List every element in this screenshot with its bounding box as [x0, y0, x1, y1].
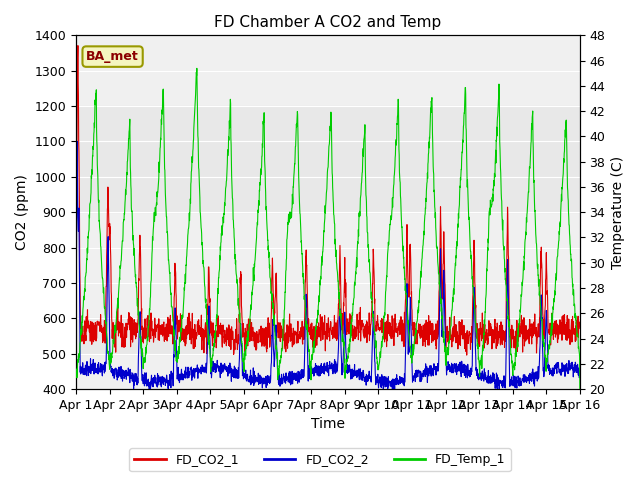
Legend: FD_CO2_1, FD_CO2_2, FD_Temp_1: FD_CO2_1, FD_CO2_2, FD_Temp_1	[129, 448, 511, 471]
FD_CO2_2	[317, 370, 325, 376]
FD_Temp_1	[72, 367, 80, 372]
FD_CO2_2	[562, 367, 570, 373]
FD_Temp_1	[562, 134, 570, 140]
FD_CO2_2	[99, 371, 106, 376]
FD_Temp_1	[193, 65, 201, 71]
FD_CO2_1	[99, 325, 106, 331]
FD_Temp_1	[561, 127, 569, 132]
FD_CO2_2	[72, 307, 80, 312]
Y-axis label: CO2 (ppm): CO2 (ppm)	[15, 174, 29, 250]
FD_CO2_2	[130, 386, 138, 392]
FD_Temp_1	[469, 283, 477, 289]
FD_CO2_1	[72, 219, 80, 225]
Title: FD Chamber A CO2 and Temp: FD Chamber A CO2 and Temp	[214, 15, 442, 30]
FD_CO2_1	[304, 329, 312, 335]
FD_CO2_1	[317, 322, 325, 328]
FD_CO2_1	[463, 352, 470, 358]
FD_CO2_2	[74, 139, 81, 144]
FD_CO2_1	[562, 322, 570, 327]
FD_CO2_1	[562, 324, 570, 330]
X-axis label: Time: Time	[311, 418, 345, 432]
FD_Temp_1	[98, 268, 106, 274]
FD_CO2_1	[469, 279, 477, 285]
Bar	[76, 106, 580, 212]
FD_CO2_2	[576, 372, 584, 378]
FD_Temp_1	[317, 264, 325, 269]
FD_CO2_2	[562, 362, 570, 368]
FD_Temp_1	[576, 386, 584, 392]
FD_Temp_1	[304, 336, 312, 342]
Line: FD_Temp_1: FD_Temp_1	[76, 68, 580, 389]
Text: BA_met: BA_met	[86, 50, 139, 63]
FD_CO2_1	[576, 325, 584, 331]
Y-axis label: Temperature (C): Temperature (C)	[611, 156, 625, 269]
FD_CO2_2	[469, 317, 477, 323]
Line: FD_CO2_1: FD_CO2_1	[76, 46, 580, 355]
FD_CO2_1	[74, 43, 82, 48]
Line: FD_CO2_2: FD_CO2_2	[76, 142, 580, 389]
Bar	[76, 318, 580, 354]
FD_CO2_2	[305, 378, 312, 384]
